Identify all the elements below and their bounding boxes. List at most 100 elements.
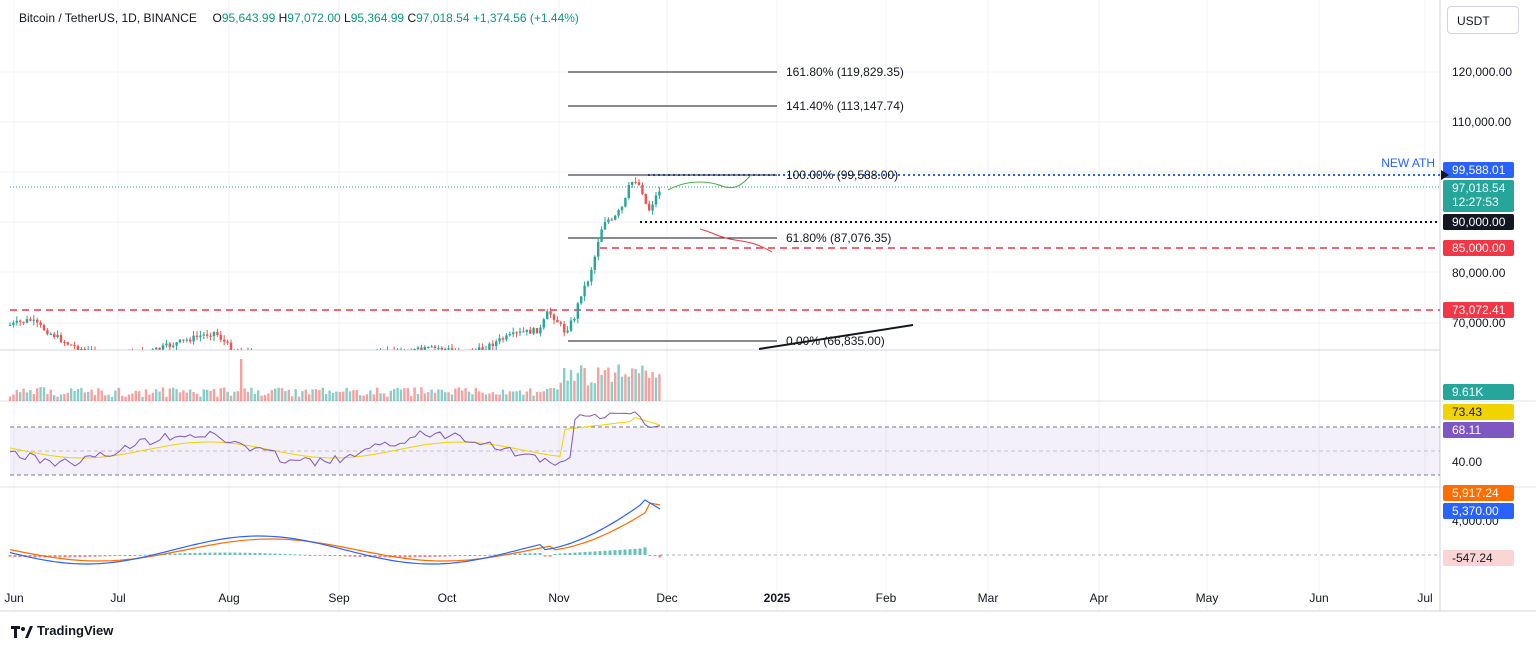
- volume-bar: [457, 387, 460, 401]
- volume-bar: [471, 394, 474, 401]
- currency-unit-selector[interactable]: USDT: [1447, 6, 1519, 34]
- volume-bar: [212, 388, 216, 401]
- volume-bar: [53, 395, 56, 401]
- low-label: L: [344, 11, 351, 25]
- volume-bar: [369, 390, 372, 401]
- symbol-title[interactable]: Bitcoin / TetherUS, 1D, BINANCE: [19, 11, 197, 25]
- macd-histogram-bar: [288, 554, 292, 556]
- volume-bar: [597, 367, 600, 401]
- candle-body: [46, 330, 49, 335]
- rsi-value-label-bg: [1443, 422, 1514, 438]
- ath-price-label: 99,588.01: [1452, 163, 1506, 177]
- volume-bar: [464, 388, 467, 401]
- macd-histogram-bar: [233, 552, 237, 555]
- rsi-ma-label: 73.43: [1452, 405, 1482, 419]
- macd-histogram-bar: [243, 552, 247, 555]
- candle-body: [226, 341, 229, 343]
- macd-histogram-bar: [298, 554, 302, 556]
- volume-bar: [199, 396, 202, 401]
- fib-level-label: 161.80% (119,829.35): [786, 65, 904, 79]
- volume-bar: [42, 387, 46, 401]
- candle-body: [546, 311, 549, 320]
- macd-histogram-bar: [398, 555, 402, 558]
- volume-bar: [386, 396, 389, 401]
- volume-bar: [182, 390, 185, 401]
- volume-bar: [382, 393, 386, 401]
- candle-body: [155, 347, 158, 350]
- candle-body: [444, 348, 447, 350]
- candle-body: [70, 344, 73, 346]
- macd-histogram-bar: [183, 553, 187, 555]
- candle-body: [478, 347, 481, 350]
- candle-body: [433, 346, 437, 348]
- candle-body: [76, 346, 80, 350]
- bullish-projection-path[interactable]: [667, 175, 751, 191]
- candle-body: [586, 281, 590, 286]
- candle-body: [32, 319, 35, 321]
- volume-bar: [151, 392, 154, 401]
- candle-body: [151, 349, 154, 350]
- volume-bar: [243, 388, 246, 401]
- macd-indicator[interactable]: [8, 499, 662, 565]
- volume-bar: [104, 395, 107, 401]
- volume-bar: [46, 394, 49, 401]
- time-tick-label: Jul: [110, 591, 125, 605]
- candlestick-series[interactable]: [8, 177, 661, 350]
- volume-bar: [308, 394, 311, 401]
- volume-bar: [620, 376, 624, 401]
- price-tick-label: 110,000.00: [1452, 115, 1511, 129]
- tradingview-logo[interactable]: TradingView: [11, 623, 113, 638]
- macd-histogram-bar: [173, 553, 177, 555]
- macd-histogram-bar: [383, 555, 387, 558]
- macd-histogram-bar: [493, 554, 497, 556]
- volume-bar: [257, 390, 260, 401]
- open-value: 95,643.99: [221, 11, 276, 25]
- candle-body: [8, 324, 12, 326]
- candle-body: [63, 341, 66, 343]
- volume-bar: [325, 394, 328, 401]
- candle-body: [66, 342, 69, 345]
- rsi-indicator[interactable]: [9, 411, 661, 467]
- open-label: O: [212, 11, 222, 25]
- volume-bar: [114, 390, 117, 401]
- candle-body: [36, 319, 39, 323]
- trend-line[interactable]: [758, 324, 914, 350]
- candle-body: [651, 204, 654, 211]
- macd-histogram-bar: [478, 555, 482, 556]
- level-73072-label-bg: [1443, 302, 1514, 318]
- volume-bar: [229, 395, 233, 401]
- time-axis[interactable]: Jun Jul Aug Sep Oct Nov Dec 2025 Feb Mar Apr May Jun…: [4, 591, 1432, 605]
- bearish-projection-path[interactable]: [699, 228, 773, 253]
- candle-body: [189, 339, 192, 342]
- candle-body: [437, 347, 440, 349]
- volume-bar: [603, 370, 607, 401]
- volume-bar: [253, 393, 256, 401]
- macd-histogram-bar: [358, 555, 362, 557]
- volume-bar: [216, 396, 219, 401]
- candle-body: [539, 327, 542, 334]
- volume-bar: [175, 389, 178, 401]
- macd-histogram-bar: [198, 552, 202, 555]
- macd-histogram-bar: [393, 555, 397, 558]
- macd-histogram-bar: [318, 555, 322, 556]
- macd-histogram-bar: [103, 555, 107, 557]
- macd-histogram-bar: [603, 550, 607, 555]
- macd-histogram-bar: [28, 555, 32, 558]
- volume-bar: [63, 394, 66, 401]
- macd-histogram-bar: [138, 554, 142, 556]
- volume-bar: [556, 389, 559, 401]
- volume-bar: [440, 389, 443, 401]
- volume-bar: [314, 389, 318, 401]
- price-tick-label: 80,000.00: [1452, 266, 1506, 280]
- volume-bar: [87, 391, 90, 401]
- volume-bar: [270, 390, 273, 401]
- volume-bar: [39, 387, 42, 401]
- volume-bar: [19, 392, 22, 401]
- macd-histogram-bar: [628, 549, 632, 555]
- fibonacci-extension[interactable]: 161.80% (119,829.35) 141.40% (113,147.74)…: [568, 65, 904, 348]
- last-price-label-bg: [1443, 180, 1514, 212]
- price-axis[interactable]: 120,000.00 110,000.00 80,000.00 70,000.00 40…: [1452, 65, 1512, 528]
- macd-histogram-bar: [108, 555, 112, 557]
- candle-body: [590, 269, 593, 282]
